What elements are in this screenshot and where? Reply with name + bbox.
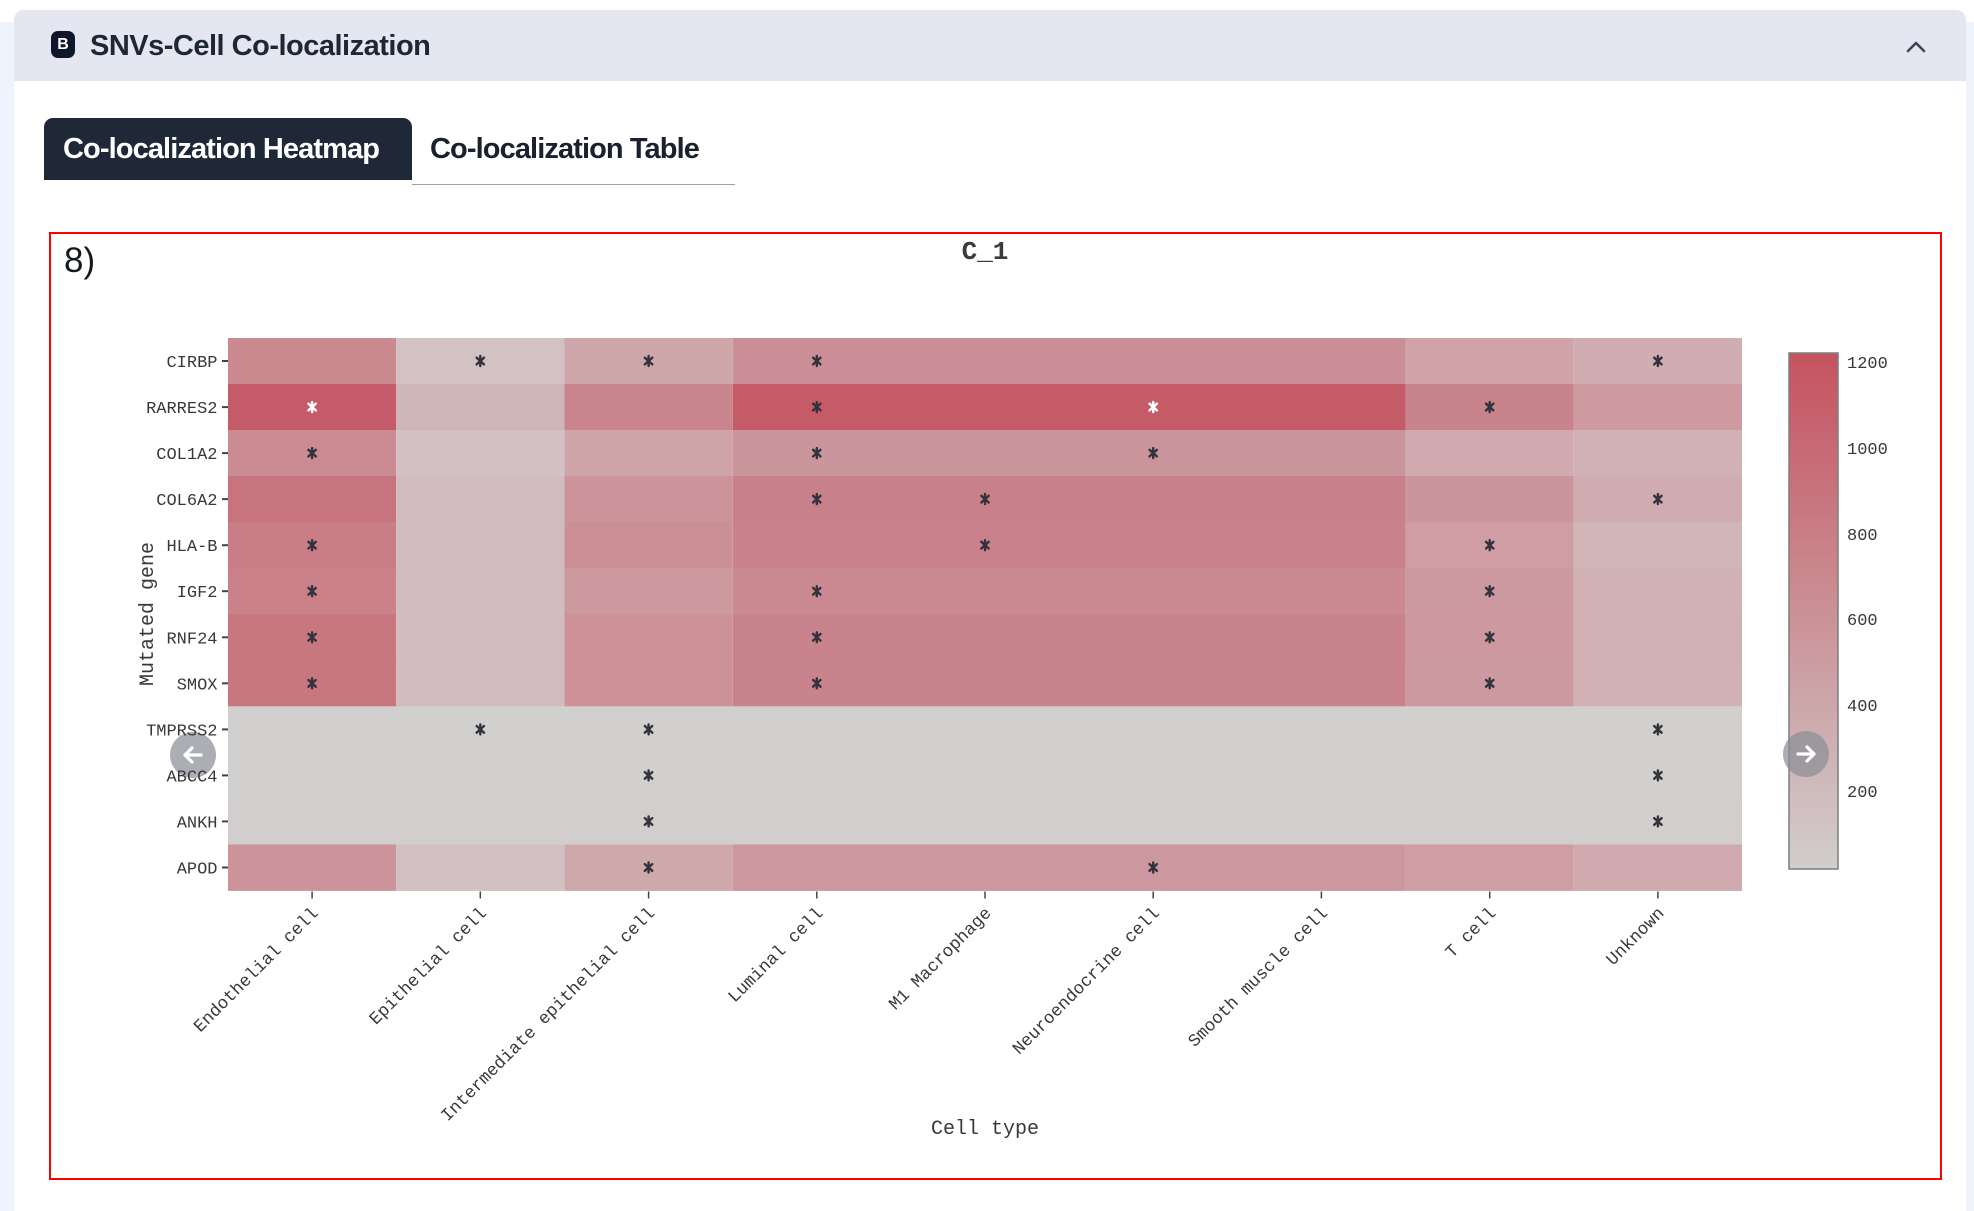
- svg-text:600: 600: [1847, 612, 1878, 631]
- svg-text:APOD: APOD: [177, 861, 218, 880]
- svg-text:ABCC4: ABCC4: [166, 768, 217, 787]
- svg-text:IGF2: IGF2: [177, 584, 218, 603]
- svg-text:Neuroendocrine cell: Neuroendocrine cell: [1009, 904, 1164, 1059]
- svg-text:TMPRSS2: TMPRSS2: [146, 722, 217, 741]
- svg-text:800: 800: [1847, 527, 1878, 546]
- svg-text:Epithelial cell: Epithelial cell: [366, 904, 492, 1030]
- svg-text:RNF24: RNF24: [166, 630, 217, 649]
- svg-text:M1 Macrophage: M1 Macrophage: [886, 904, 997, 1015]
- svg-text:Mutated gene: Mutated gene: [137, 542, 160, 686]
- svg-text:C_1: C_1: [962, 237, 1009, 267]
- svg-text:COL1A2: COL1A2: [156, 446, 217, 465]
- svg-text:COL6A2: COL6A2: [156, 492, 217, 511]
- svg-text:Cell type: Cell type: [931, 1118, 1039, 1141]
- svg-text:Smooth muscle cell: Smooth muscle cell: [1185, 904, 1333, 1052]
- svg-text:Endothelial cell: Endothelial cell: [190, 904, 323, 1037]
- svg-text:RARRES2: RARRES2: [146, 400, 217, 419]
- svg-text:Luminal cell: Luminal cell: [725, 904, 828, 1007]
- svg-text:CIRBP: CIRBP: [166, 354, 217, 373]
- svg-text:1200: 1200: [1847, 355, 1888, 374]
- svg-text:T cell: T cell: [1442, 904, 1501, 963]
- svg-text:400: 400: [1847, 698, 1878, 717]
- svg-text:ANKH: ANKH: [177, 814, 218, 833]
- svg-text:Unknown: Unknown: [1603, 904, 1669, 970]
- svg-text:200: 200: [1847, 784, 1878, 803]
- svg-text:1000: 1000: [1847, 441, 1888, 460]
- svg-text:HLA-B: HLA-B: [166, 538, 217, 557]
- svg-text:SMOX: SMOX: [177, 676, 218, 695]
